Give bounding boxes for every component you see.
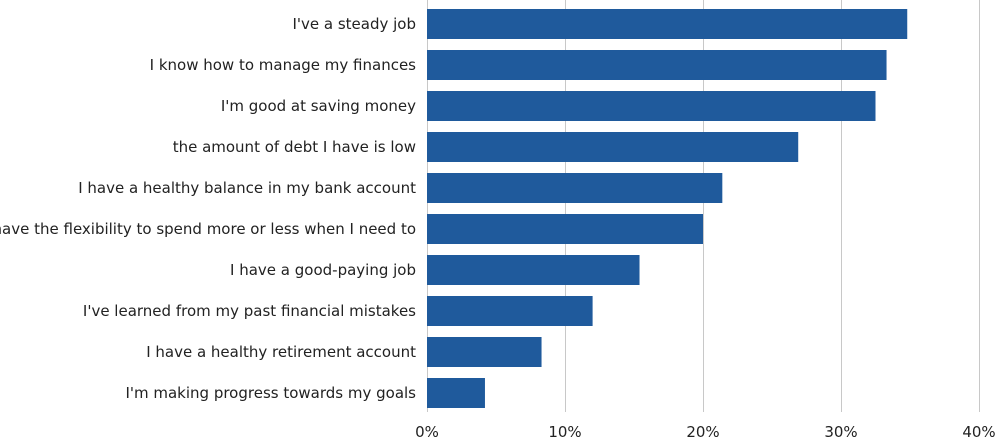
bar: [427, 173, 723, 203]
category-label: I'm good at saving money: [221, 97, 416, 115]
category-label: I have a healthy balance in my bank acco…: [78, 179, 416, 197]
category-label: I know how to manage my finances: [150, 56, 417, 74]
bar: [427, 132, 799, 162]
bar: [427, 214, 703, 244]
category-label: I'm making progress towards my goals: [125, 384, 416, 402]
category-label: the amount of debt I have is low: [173, 138, 416, 156]
bars: [427, 9, 908, 408]
category-label: I have the flexibility to spend more or …: [0, 220, 416, 238]
x-tick-label: 20%: [686, 423, 719, 441]
bar: [427, 255, 640, 285]
bar: [427, 91, 876, 121]
bar: [427, 296, 593, 326]
category-labels: I've a steady job I know how to manage my…: [0, 15, 416, 402]
category-label: I have a good-paying job: [230, 261, 416, 279]
bar: [427, 378, 485, 408]
bar: [427, 50, 887, 80]
x-tick-label: 0%: [415, 423, 439, 441]
category-label: I have a healthy retirement account: [146, 343, 416, 361]
category-label: I've learned from my past financial mist…: [83, 302, 416, 320]
x-tick-label: 40%: [962, 423, 995, 441]
bar: [427, 9, 908, 39]
x-tick-label: 30%: [824, 423, 857, 441]
x-tick-label: 10%: [548, 423, 581, 441]
x-axis-ticks: 0% 10% 20% 30% 40%: [415, 423, 996, 441]
category-label: I've a steady job: [292, 15, 416, 33]
bar: [427, 337, 542, 367]
